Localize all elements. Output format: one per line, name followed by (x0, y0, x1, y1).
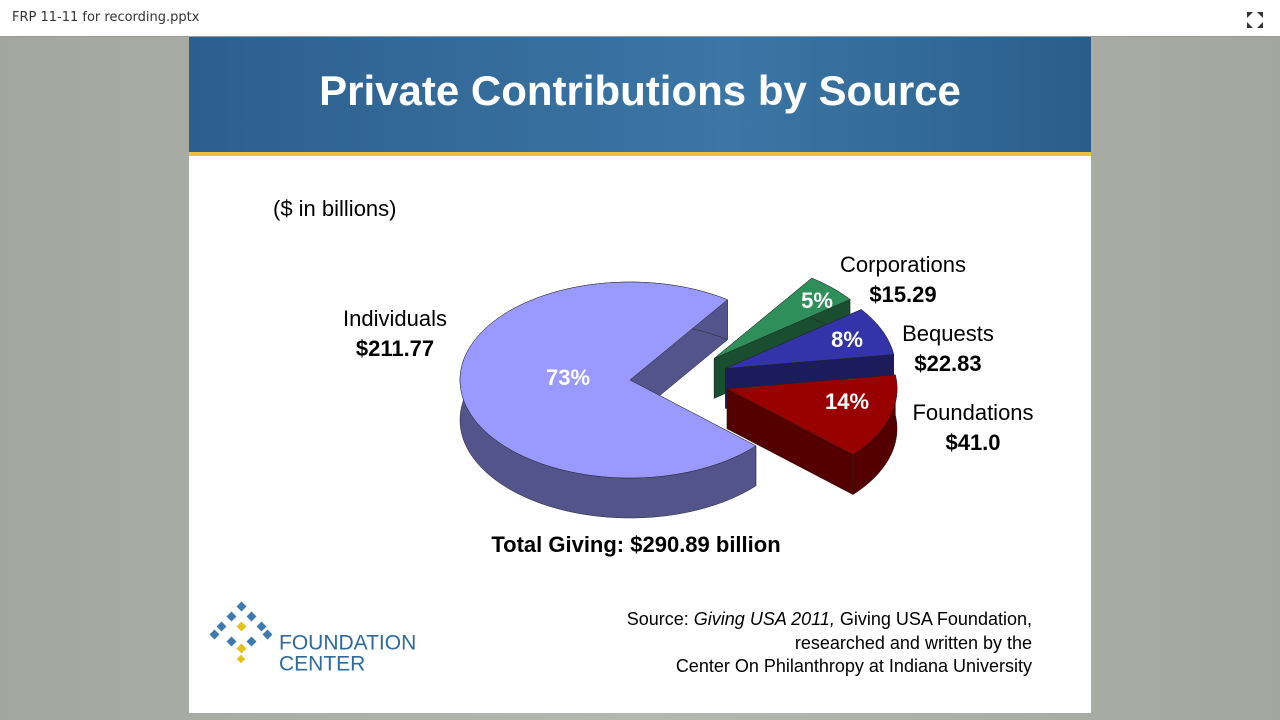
logo-text: CENTER (279, 653, 365, 676)
subtitle: ($ in billions) (273, 196, 397, 221)
pie-slice (459, 281, 757, 519)
source-prefix: Source: (627, 609, 694, 629)
category-label: Individuals (343, 306, 447, 331)
logo-text: FOUNDATION (279, 632, 416, 655)
slice-top (726, 374, 898, 455)
amount-label: $41.0 (945, 430, 1000, 455)
logo: FOUNDATION CENTER (209, 601, 416, 676)
value-label: 14% (825, 389, 869, 414)
slice-top (725, 309, 895, 369)
slide-title: Private Contributions by Source (319, 67, 961, 114)
slice-top (714, 277, 851, 359)
pie-slice (726, 374, 898, 496)
slide-header: Private Contributions by Source (189, 37, 1091, 156)
pie-slice (725, 308, 895, 409)
amount-label: $211.77 (356, 336, 434, 361)
title-bar: FRP 11-11 for recording.pptx (0, 0, 1280, 37)
category-label: Bequests (902, 321, 994, 346)
category-label: Corporations (840, 252, 966, 277)
window-title: FRP 11-11 for recording.pptx (12, 10, 200, 25)
amount-label: $15.29 (869, 282, 936, 307)
slide: Private Contributions by Source (189, 37, 1091, 713)
value-label: 73% (546, 365, 590, 390)
amount-label: $22.83 (914, 351, 981, 376)
source-line: Source: Giving USA 2011, Giving USA Foun… (627, 609, 1032, 629)
source-title: Giving USA 2011, (694, 609, 835, 629)
category-label: Foundations (912, 400, 1033, 425)
source-rest: Giving USA Foundation, (835, 609, 1032, 629)
source-line: researched and written by the (795, 633, 1032, 653)
total-annotation: Total Giving: $290.89 billion (491, 532, 780, 557)
value-label: 8% (831, 327, 863, 352)
source-line: Center On Philanthropy at Indiana Univer… (676, 656, 1032, 676)
fullscreen-button[interactable] (1246, 11, 1264, 29)
value-label: 5% (801, 288, 833, 313)
slice-top (459, 281, 757, 479)
